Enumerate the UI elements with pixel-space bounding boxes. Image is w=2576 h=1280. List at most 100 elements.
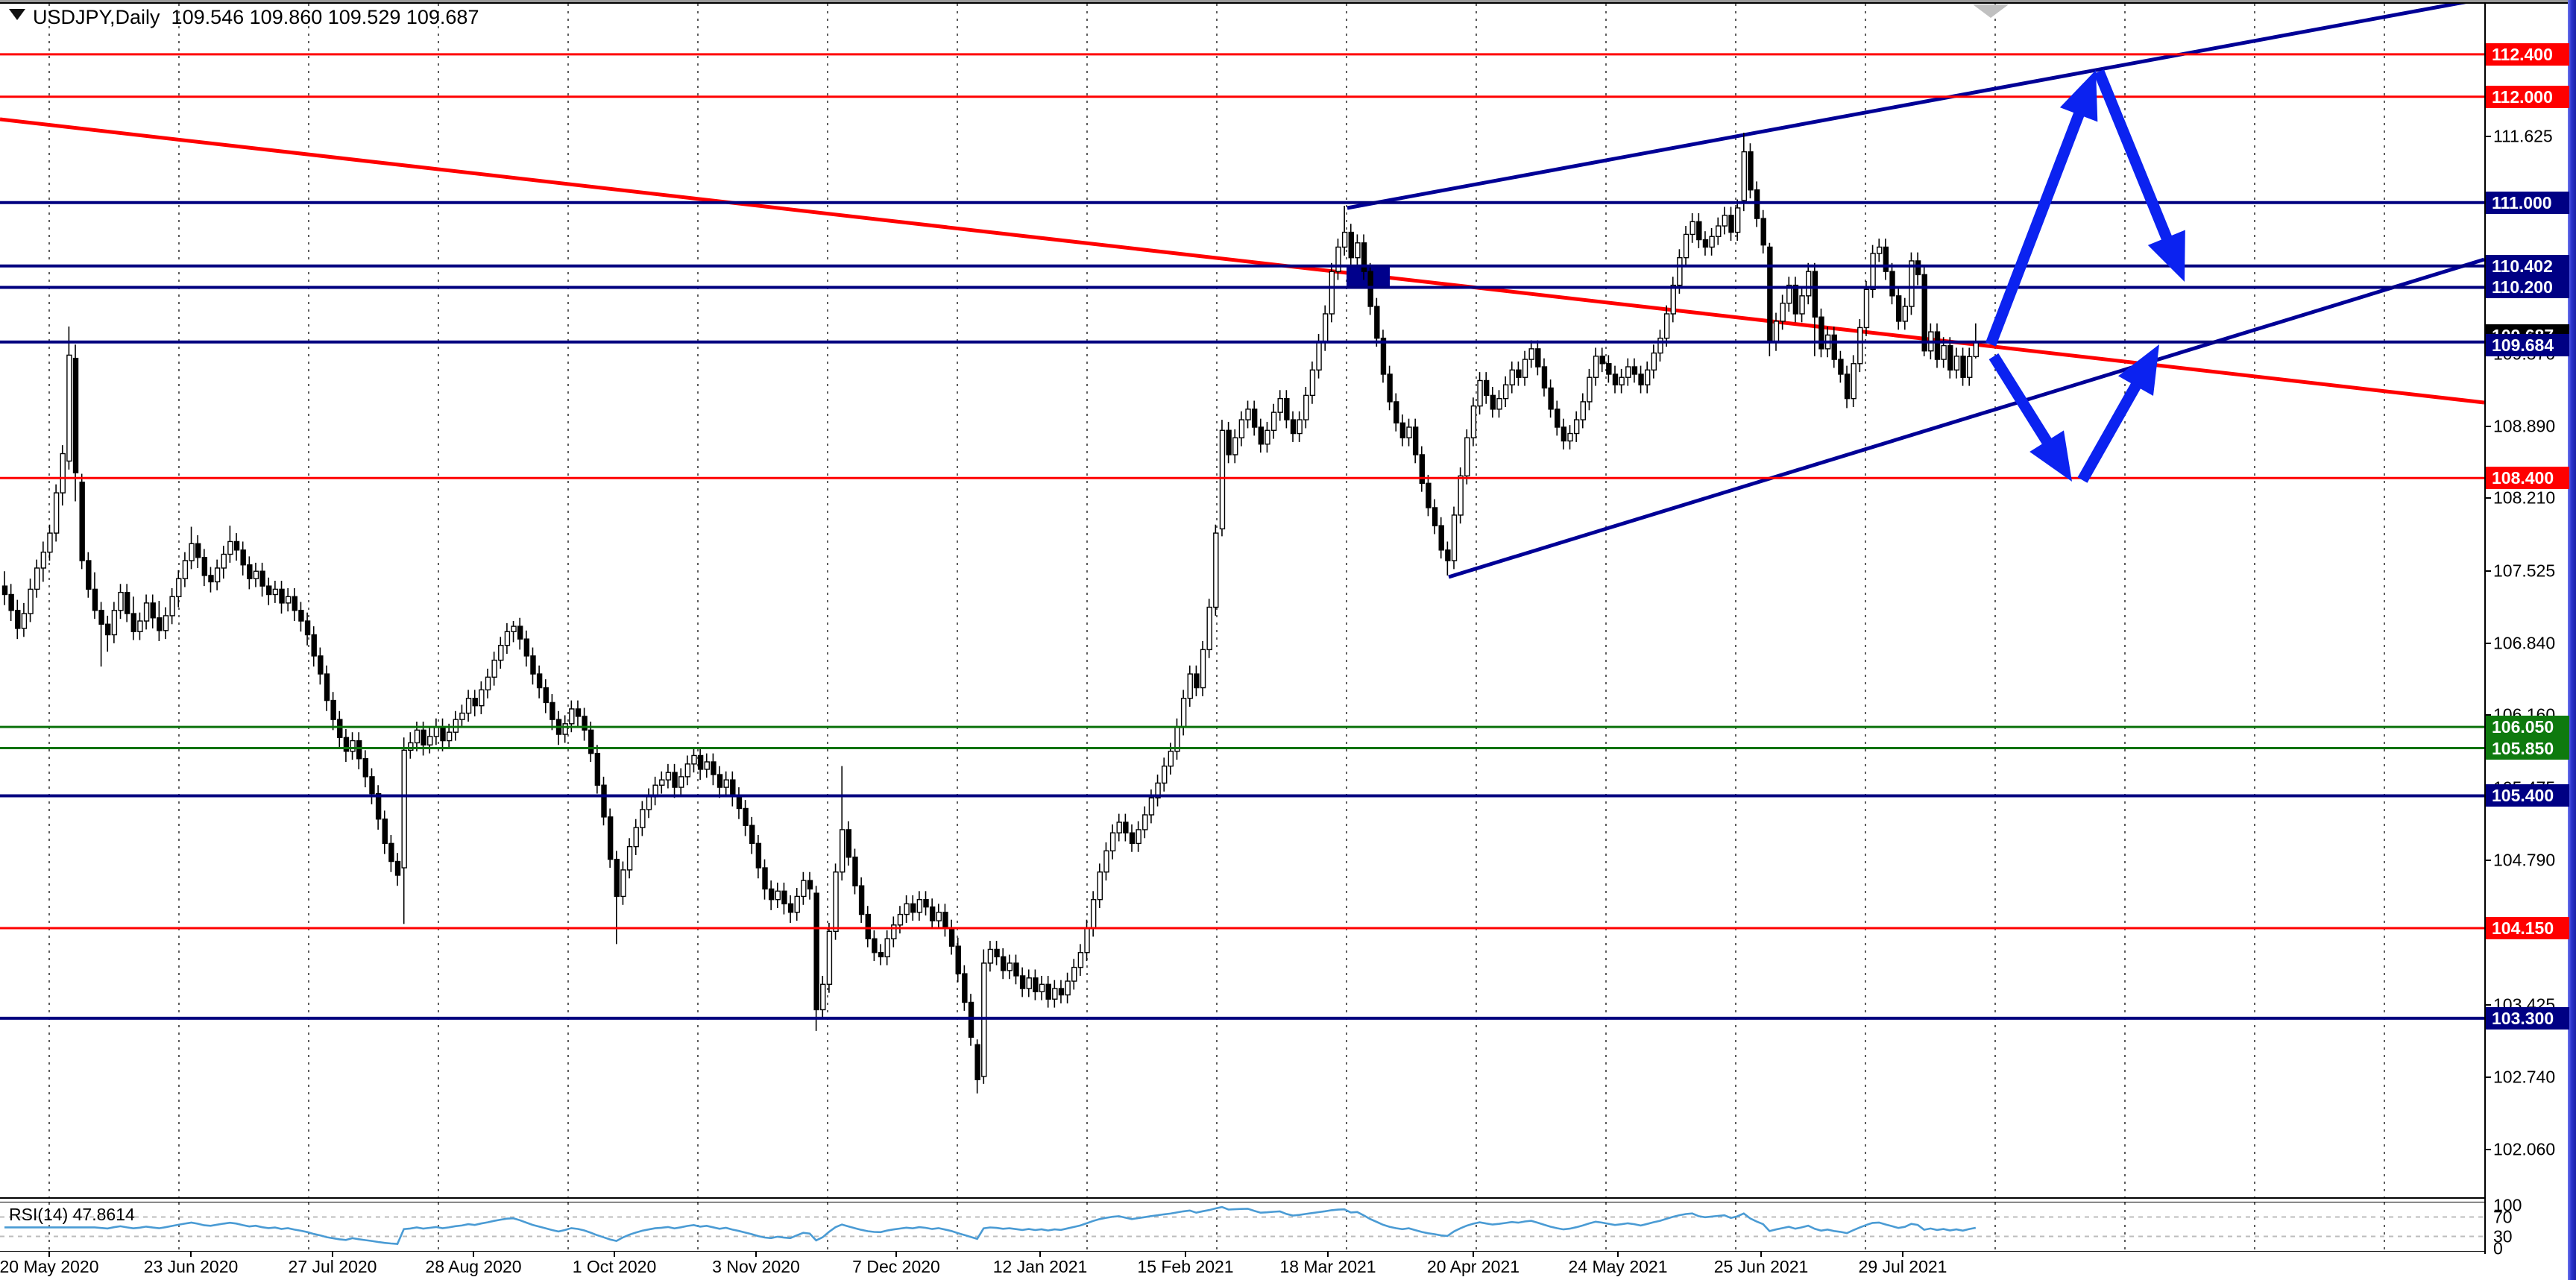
candle-body [427, 736, 433, 745]
candle-body [1889, 271, 1895, 297]
candle-body [150, 602, 156, 619]
candle [1561, 418, 1567, 450]
candle-body [974, 1044, 980, 1080]
candle [350, 732, 356, 760]
forecast-arrow-4[interactable] [2077, 344, 2159, 483]
candle-body [1934, 331, 1941, 360]
forecast-arrow-1[interactable] [1985, 70, 2098, 347]
candle [1084, 919, 1090, 962]
candle-body [646, 796, 652, 810]
candle-body [356, 740, 362, 760]
candle-body [1367, 271, 1373, 307]
candle [684, 755, 691, 786]
candle-body [1284, 397, 1290, 420]
candle [1490, 387, 1496, 418]
time-tick [895, 1252, 897, 1257]
rsi-indicator-label[interactable]: RSI(14) 47.8614 [9, 1205, 135, 1224]
candle [105, 615, 111, 652]
object-anchor-triangle-icon[interactable] [1973, 4, 2009, 18]
candle-body [408, 742, 414, 751]
candle-body [111, 610, 118, 636]
candle-body [1773, 321, 1780, 344]
level-badge-103.300: 103.300 [2486, 1006, 2569, 1030]
candle [201, 549, 208, 587]
candle-body [369, 776, 375, 795]
candle [1045, 975, 1051, 1008]
candle [214, 559, 221, 590]
candle-body [1593, 356, 1599, 378]
candle [1039, 975, 1045, 1000]
candle-body [176, 578, 182, 598]
candle [195, 535, 201, 568]
candle [839, 766, 845, 881]
time-tick [1327, 1252, 1329, 1257]
candle [981, 949, 987, 1084]
candle-body [86, 560, 92, 590]
candle-body [1180, 698, 1187, 728]
candle-body [1915, 260, 1921, 276]
window-right-scroll-strip[interactable] [2568, 0, 2576, 1280]
rsi-panel-bottom-border [0, 1251, 2485, 1252]
candle-body [684, 763, 691, 778]
main-plot-bottom-border [0, 1197, 2485, 1199]
candle [1696, 213, 1702, 248]
candle [1013, 954, 1019, 985]
candle [916, 891, 923, 921]
price-tick-label: 104.790 [2493, 850, 2556, 870]
candle [311, 626, 317, 667]
candle-body [1966, 356, 1973, 378]
candle [717, 766, 723, 798]
candle [1657, 330, 1663, 362]
candle-body [543, 687, 549, 704]
forecast-arrow-2[interactable] [2094, 69, 2185, 282]
candle [1548, 379, 1554, 418]
candle [1136, 821, 1141, 852]
candle [1058, 980, 1065, 1003]
candle-body [1007, 962, 1013, 971]
candle-body [1348, 231, 1354, 259]
candle [1535, 340, 1541, 376]
candle-body [891, 924, 897, 939]
forecast-arrow-3[interactable] [1988, 353, 2072, 482]
trendline-descending-red[interactable] [0, 117, 2484, 405]
candle-body [659, 779, 665, 786]
candle-body [530, 655, 536, 675]
candle [1580, 393, 1587, 429]
candle-body [678, 776, 684, 788]
candle-body [569, 708, 575, 725]
candle-body [1232, 437, 1238, 455]
level-badge-104.150: 104.150 [2486, 917, 2569, 940]
candle-body [1941, 344, 1947, 360]
candle [92, 572, 98, 619]
candle-body [1052, 988, 1058, 1000]
arrow-head [2147, 230, 2185, 282]
candle [852, 848, 858, 895]
price-tick-label: 108.210 [2493, 488, 2556, 508]
candle-body [40, 551, 47, 569]
candle [646, 788, 652, 819]
candle [266, 577, 272, 605]
candle-body [1599, 356, 1605, 365]
candle-body [1909, 260, 1915, 307]
candle-body [227, 540, 233, 555]
candle [1670, 277, 1676, 323]
candle [124, 584, 130, 622]
candle-body [968, 1001, 974, 1038]
channel-upper-line[interactable] [1347, 0, 2484, 210]
candle [1000, 948, 1007, 980]
channel-lower-line[interactable] [1448, 257, 2484, 579]
candle [523, 630, 530, 667]
candle-body [1065, 980, 1071, 996]
candle-body [1767, 246, 1773, 344]
candle-body [1902, 306, 1909, 322]
candle-body [1341, 231, 1348, 248]
candle-body [665, 772, 672, 781]
candle-body [221, 553, 227, 569]
symbol-dropdown-icon[interactable] [9, 9, 25, 20]
price-tick-dash [2484, 860, 2491, 862]
candle [1477, 372, 1483, 414]
candle [1329, 262, 1335, 323]
candle-body [318, 655, 324, 675]
candle [279, 581, 285, 614]
